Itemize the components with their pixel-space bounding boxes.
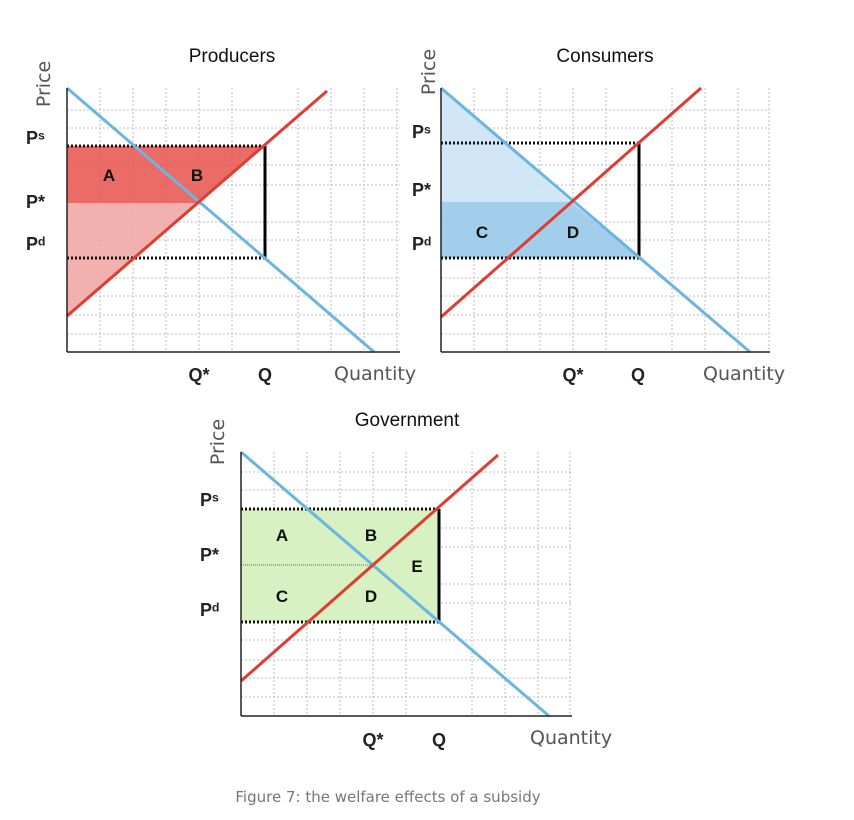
consumers-tick-qstar: Q* (562, 365, 583, 385)
producers-tick-pd: Pᵈ (26, 234, 45, 254)
figure-caption: Figure 7: the welfare effects of a subsi… (235, 788, 540, 806)
consumers-x-axis-label: Quantity (703, 363, 785, 385)
government-region-a: A (276, 526, 288, 545)
consumers-demand-line (440, 86, 751, 354)
government-region-c: C (276, 587, 288, 606)
government-y-axis-label: Price (207, 419, 229, 465)
government-supply-line (240, 453, 499, 683)
consumers-tick-pstar: P* (412, 180, 431, 200)
government-x-axis-label: Quantity (530, 727, 612, 749)
consumers-panel: Consumers Price Pˢ P* Pᵈ Q* Q Quantity C… (412, 46, 785, 385)
consumers-region-c: C (476, 223, 488, 242)
producers-region-b: B (191, 166, 203, 185)
producers-tick-q: Q (258, 365, 272, 385)
government-tick-q: Q (432, 730, 446, 750)
government-title: Government (355, 410, 460, 431)
producers-demand-line (66, 86, 375, 354)
producers-x-axis-label: Quantity (334, 363, 416, 385)
consumers-y-axis-label: Price (418, 49, 440, 95)
consumers-supply-line (440, 86, 702, 319)
consumers-title: Consumers (556, 46, 653, 67)
producers-title: Producers (189, 46, 276, 67)
government-tick-pstar: P* (200, 545, 219, 565)
consumers-tick-ps: Pˢ (412, 122, 431, 142)
producers-tick-pstar: P* (26, 192, 45, 212)
government-tick-ps: Pˢ (200, 490, 219, 510)
government-region-b: B (365, 526, 377, 545)
producers-y-axis-label: Price (33, 61, 55, 107)
producers-supply-line (66, 89, 328, 318)
producers-tick-ps: Pˢ (26, 128, 45, 148)
government-region-d: D (365, 587, 377, 606)
producers-panel: Producers Price Pˢ P* Pᵈ Q* Q Quantity A… (26, 46, 416, 385)
government-region-e: E (411, 557, 422, 576)
producers-grid (67, 88, 400, 352)
producers-region-a: A (103, 166, 115, 185)
government-demand-line (240, 450, 550, 718)
consumers-tick-q: Q (631, 365, 645, 385)
producers-tick-qstar: Q* (188, 365, 209, 385)
consumers-region-d: D (567, 223, 579, 242)
consumers-tick-pd: Pᵈ (412, 234, 431, 254)
government-panel: Government Price Pˢ P* Pᵈ Q* Q Quantity … (200, 410, 612, 750)
government-tick-qstar: Q* (362, 730, 383, 750)
government-tick-pd: Pᵈ (200, 600, 219, 620)
